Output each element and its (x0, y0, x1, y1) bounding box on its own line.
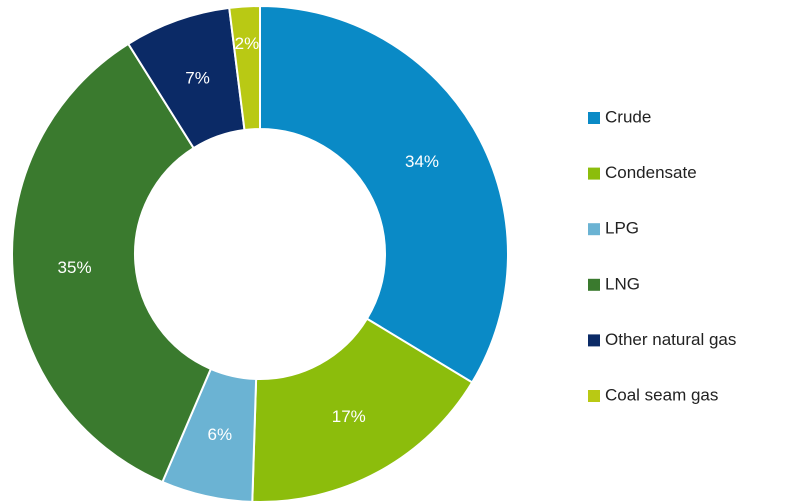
donut-slice (259, 4, 509, 384)
slice-label: 35% (58, 258, 92, 277)
legend-swatch (588, 167, 600, 180)
legend-label: Condensate (605, 163, 697, 182)
legend-label: LNG (605, 274, 640, 293)
slice-label: 34% (405, 152, 439, 171)
slice-label: 7% (185, 68, 210, 87)
donut-slice (228, 4, 261, 132)
legend-label: LPG (605, 219, 639, 238)
slice-label: 6% (208, 425, 233, 444)
legend-label: Crude (605, 107, 651, 126)
donut-slice (251, 317, 474, 503)
slice-label: 17% (332, 407, 366, 426)
legend-swatch (588, 334, 600, 347)
legend-swatch (588, 223, 600, 236)
legend-swatch (588, 390, 600, 402)
slice-label: 2% (235, 34, 260, 53)
legend-label: Other natural gas (605, 330, 736, 349)
donut-slice (11, 42, 213, 484)
legend-swatch (588, 278, 600, 291)
legend-label: Coal seam gas (605, 385, 718, 404)
legend-swatch (588, 112, 600, 124)
